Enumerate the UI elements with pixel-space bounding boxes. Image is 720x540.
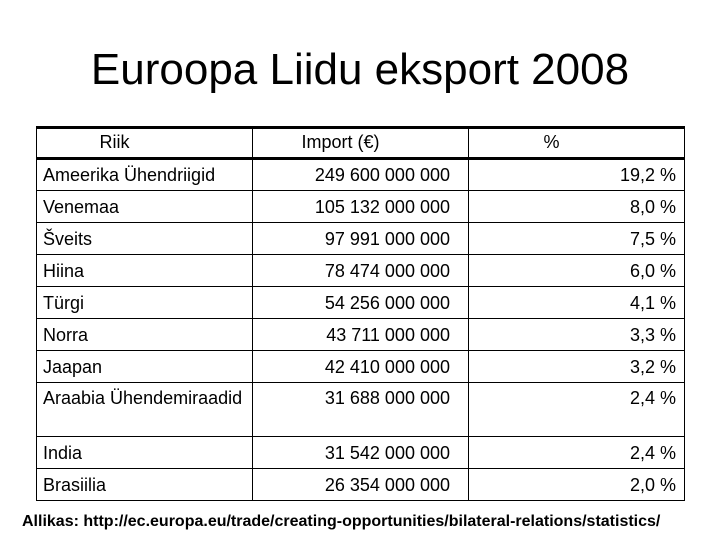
cell-percent: 4,1 % [468, 286, 685, 319]
cell-percent: 6,0 % [468, 254, 685, 287]
cell-import: 249 600 000 000 [252, 158, 469, 191]
cell-country: Norra [36, 318, 253, 351]
cell-country: Brasiilia [36, 468, 253, 501]
cell-percent: 2,4 % [468, 382, 685, 437]
cell-country: Türgi [36, 286, 253, 319]
table-row: Brasiilia 26 354 000 000 2,0 % [36, 468, 685, 501]
cell-percent: 8,0 % [468, 190, 685, 223]
column-header-country: Riik [36, 126, 253, 160]
cell-import: 97 991 000 000 [252, 222, 469, 255]
table-row: Jaapan 42 410 000 000 3,2 % [36, 350, 685, 383]
cell-country: Araabia Ühendemiraadid [36, 382, 253, 437]
cell-import: 54 256 000 000 [252, 286, 469, 319]
export-table: Riik Import (€) % Ameerika Ühendriigid 2… [36, 126, 685, 501]
table-row: India 31 542 000 000 2,4 % [36, 436, 685, 469]
source-note: Allikas: http://ec.europa.eu/trade/creat… [22, 513, 661, 530]
table-row: Norra 43 711 000 000 3,3 % [36, 318, 685, 351]
table-row: Šveits 97 991 000 000 7,5 % [36, 222, 685, 255]
cell-country: Hiina [36, 254, 253, 287]
cell-country: Ameerika Ühendriigid [36, 158, 253, 191]
table-row: Hiina 78 474 000 000 6,0 % [36, 254, 685, 287]
cell-percent: 19,2 % [468, 158, 685, 191]
cell-import: 26 354 000 000 [252, 468, 469, 501]
cell-import: 31 542 000 000 [252, 436, 469, 469]
column-header-percent: % [468, 126, 685, 160]
cell-percent: 7,5 % [468, 222, 685, 255]
cell-import: 31 688 000 000 [252, 382, 469, 437]
cell-country: India [36, 436, 253, 469]
table-header-row: Riik Import (€) % [36, 126, 685, 160]
cell-country: Venemaa [36, 190, 253, 223]
cell-percent: 3,3 % [468, 318, 685, 351]
cell-country: Šveits [36, 222, 253, 255]
column-header-import: Import (€) [252, 126, 469, 160]
table-row: Ameerika Ühendriigid 249 600 000 000 19,… [36, 158, 685, 191]
cell-percent: 2,0 % [468, 468, 685, 501]
table-row: Türgi 54 256 000 000 4,1 % [36, 286, 685, 319]
cell-country: Jaapan [36, 350, 253, 383]
table-row: Araabia Ühendemiraadid 31 688 000 000 2,… [36, 382, 685, 437]
cell-import: 42 410 000 000 [252, 350, 469, 383]
page-title: Euroopa Liidu eksport 2008 [90, 45, 630, 94]
cell-percent: 2,4 % [468, 436, 685, 469]
cell-import: 43 711 000 000 [252, 318, 469, 351]
cell-import: 78 474 000 000 [252, 254, 469, 287]
table-row: Venemaa 105 132 000 000 8,0 % [36, 190, 685, 223]
cell-import: 105 132 000 000 [252, 190, 469, 223]
cell-percent: 3,2 % [468, 350, 685, 383]
